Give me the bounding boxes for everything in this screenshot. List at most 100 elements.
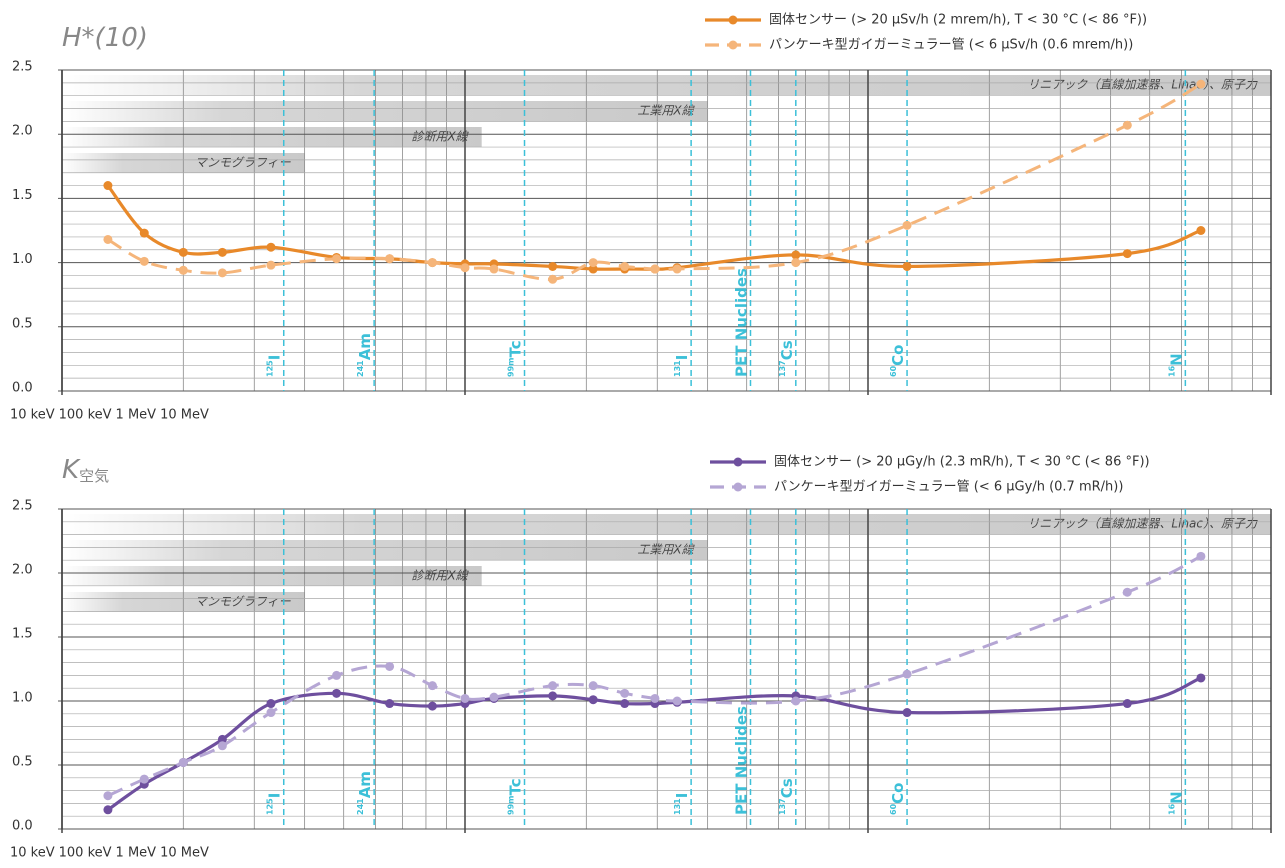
x-tick-label: 100 keV bbox=[59, 408, 112, 423]
nuclide-label: 137Cs bbox=[777, 340, 795, 377]
data-point bbox=[902, 708, 912, 718]
data-point bbox=[266, 260, 276, 270]
legend-label: パンケーキ型ガイガーミュラー管 (< 6 µSv/h (0.6 mrem/h)) bbox=[769, 38, 1133, 53]
nuclide-symbol: Co bbox=[889, 783, 907, 804]
band-label: リニアック（直線加速器、Linac）、原子力 bbox=[1027, 517, 1258, 531]
energy-band bbox=[62, 101, 708, 121]
data-point bbox=[672, 696, 682, 706]
nuclide-symbol: Co bbox=[889, 345, 907, 366]
x-tick-label: 10 MeV bbox=[160, 846, 209, 861]
nuclide-mass: 60 bbox=[889, 803, 898, 815]
data-point bbox=[902, 261, 912, 271]
data-point bbox=[548, 681, 558, 691]
data-point bbox=[139, 256, 149, 266]
data-point bbox=[217, 268, 227, 278]
energy-band bbox=[62, 127, 482, 147]
nuclide-mass: 137 bbox=[777, 798, 786, 815]
y-tick-label: 0.5 bbox=[12, 755, 33, 770]
data-point bbox=[791, 258, 801, 268]
energy-band bbox=[62, 514, 1271, 534]
nuclide-symbol: Am bbox=[356, 771, 374, 798]
nuclide-name: PET Nuclides bbox=[732, 706, 750, 815]
data-point bbox=[266, 708, 276, 718]
band-label: 診断用X線 bbox=[411, 569, 469, 583]
data-point bbox=[139, 774, 149, 784]
nuclide-mass: 125 bbox=[265, 360, 274, 377]
nuclide-label: 241Am bbox=[356, 771, 374, 815]
nuclide-mass: 16 bbox=[1167, 365, 1176, 377]
nuclide-mass: 60 bbox=[889, 365, 898, 377]
nuclide-label: 60Co bbox=[889, 783, 907, 815]
nuclide-mass: 241 bbox=[356, 798, 365, 815]
nuclide-symbol: Tc bbox=[506, 778, 524, 795]
data-point bbox=[460, 263, 470, 273]
data-point bbox=[332, 670, 342, 680]
y-tick-label: 1.0 bbox=[12, 252, 33, 267]
y-tick-label: 1.5 bbox=[12, 627, 33, 642]
data-point bbox=[460, 693, 470, 703]
data-point bbox=[332, 688, 342, 698]
series-line bbox=[107, 82, 1202, 281]
nuclide-mass: 99m bbox=[506, 358, 515, 377]
nuclide-symbol: I bbox=[265, 793, 283, 799]
series-line bbox=[107, 555, 1202, 798]
data-point bbox=[489, 692, 499, 702]
data-point bbox=[103, 234, 113, 244]
y-tick-label: 1.5 bbox=[12, 188, 33, 203]
nuclide-mass: 241 bbox=[356, 360, 365, 377]
title-main: H*(10) bbox=[62, 23, 148, 53]
nuclide-symbol: I bbox=[265, 355, 283, 361]
series-line bbox=[106, 184, 1202, 271]
data-point bbox=[1122, 699, 1132, 709]
nuclide-label: 99mTc bbox=[506, 340, 524, 377]
energy-band bbox=[62, 75, 1271, 95]
data-point bbox=[902, 669, 912, 679]
nuclide-symbol: Cs bbox=[777, 778, 795, 798]
nuclide-mass: 131 bbox=[673, 798, 682, 815]
data-point bbox=[217, 734, 227, 744]
y-tick-label: 0.0 bbox=[12, 819, 33, 834]
data-point bbox=[1196, 79, 1206, 89]
data-point bbox=[385, 661, 395, 671]
nuclide-label: PET Nuclides bbox=[732, 268, 750, 377]
nuclide-label: 16N bbox=[1167, 791, 1185, 815]
nuclide-label: 131I bbox=[673, 793, 691, 815]
data-point bbox=[588, 695, 598, 705]
y-tick-label: 2.0 bbox=[12, 563, 33, 578]
legend-marker bbox=[733, 482, 743, 492]
data-point bbox=[791, 696, 801, 706]
legend-marker bbox=[733, 457, 743, 467]
data-point bbox=[385, 699, 395, 709]
data-point bbox=[548, 691, 558, 701]
nuclide-label: 241Am bbox=[356, 333, 374, 377]
nuclide-label: 137Cs bbox=[777, 778, 795, 815]
data-point bbox=[427, 701, 437, 711]
nuclide-label: 60Co bbox=[889, 345, 907, 377]
nuclide-label: 16N bbox=[1167, 353, 1185, 377]
data-point bbox=[1196, 226, 1206, 235]
data-point bbox=[489, 264, 499, 274]
data-point bbox=[1122, 249, 1132, 259]
y-tick-label: 2.5 bbox=[12, 499, 33, 514]
nuclide-symbol: I bbox=[673, 793, 691, 799]
energy-band bbox=[62, 566, 482, 586]
y-tick-label: 2.5 bbox=[12, 60, 33, 75]
data-point bbox=[548, 261, 558, 271]
data-point bbox=[427, 258, 437, 268]
nuclide-label: 125I bbox=[265, 355, 283, 377]
chart-title: H*(10) bbox=[62, 23, 148, 53]
data-point bbox=[217, 741, 227, 751]
data-point bbox=[1196, 551, 1206, 561]
data-point bbox=[588, 681, 598, 691]
y-tick-label: 0.0 bbox=[12, 381, 33, 396]
nuclide-symbol: Cs bbox=[777, 340, 795, 360]
nuclide-mass: 131 bbox=[673, 360, 682, 377]
data-point bbox=[385, 254, 395, 264]
data-point bbox=[266, 699, 276, 709]
band-label: マンモグラフィー bbox=[195, 595, 292, 609]
data-point bbox=[620, 261, 630, 271]
data-point bbox=[548, 274, 558, 284]
x-tick-label: 1 MeV bbox=[116, 408, 157, 423]
data-point bbox=[103, 181, 113, 191]
